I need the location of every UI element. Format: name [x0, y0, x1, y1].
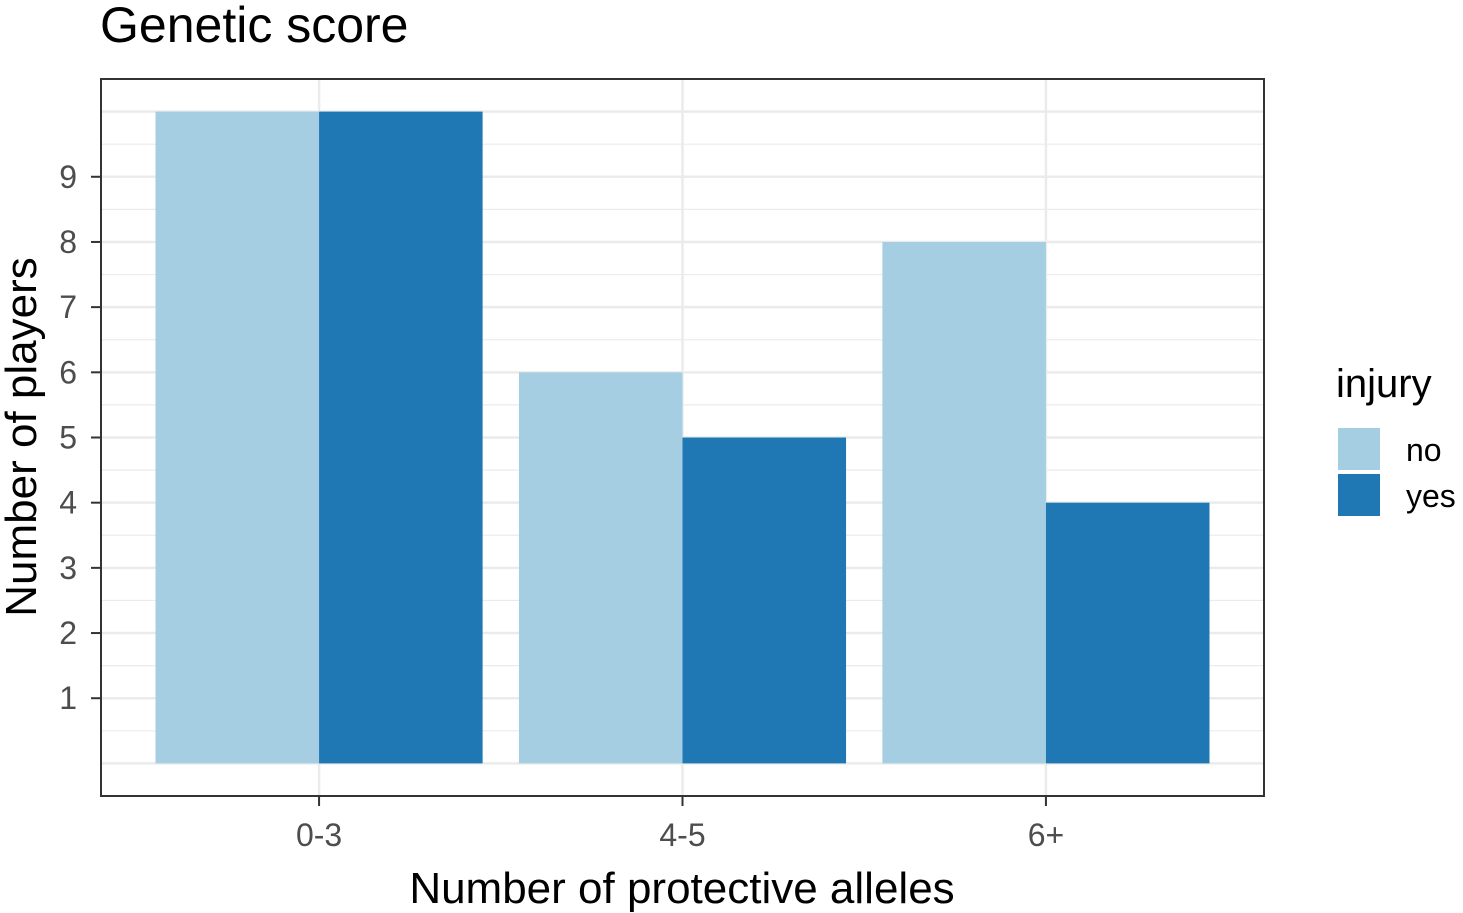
- x-axis: 0-3 4-5 6+: [296, 796, 1064, 853]
- y-tick-label: 3: [59, 550, 77, 586]
- y-axis-title: Number of players: [0, 257, 46, 616]
- legend-label-no: no: [1406, 432, 1442, 468]
- legend-key-yes: [1338, 474, 1380, 516]
- legend-key-no: [1338, 428, 1380, 470]
- chart-title: Genetic score: [100, 0, 408, 53]
- y-tick-label: 5: [59, 420, 77, 456]
- bar-no-0-3: [155, 111, 320, 764]
- y-tick-label: 1: [59, 680, 77, 716]
- y-tick-label: 9: [59, 159, 77, 195]
- y-tick-label: 7: [59, 289, 77, 325]
- y-tick-label: 2: [59, 615, 77, 651]
- x-tick-label: 4-5: [659, 817, 705, 853]
- legend-title: injury: [1336, 362, 1432, 406]
- x-tick-label: 0-3: [296, 817, 342, 853]
- bar-yes-0-3: [319, 111, 483, 764]
- bar-no-4-5: [518, 372, 683, 764]
- y-tick-label: 4: [59, 485, 77, 521]
- legend: injury no yes: [1336, 362, 1456, 516]
- y-tick-label: 8: [59, 224, 77, 260]
- bars: [155, 111, 1210, 764]
- legend-label-yes: yes: [1406, 478, 1456, 514]
- plot-area: [100, 78, 1265, 797]
- bar-yes-4-5: [682, 437, 847, 764]
- y-tick-label: 6: [59, 354, 77, 390]
- bar-yes-6+: [1045, 502, 1210, 764]
- x-tick-label: 6+: [1028, 817, 1064, 853]
- y-axis: 1 2 3 4 5 6 7 8 9: [59, 159, 101, 716]
- x-axis-title: Number of protective alleles: [409, 864, 954, 913]
- bar-no-6+: [882, 241, 1046, 764]
